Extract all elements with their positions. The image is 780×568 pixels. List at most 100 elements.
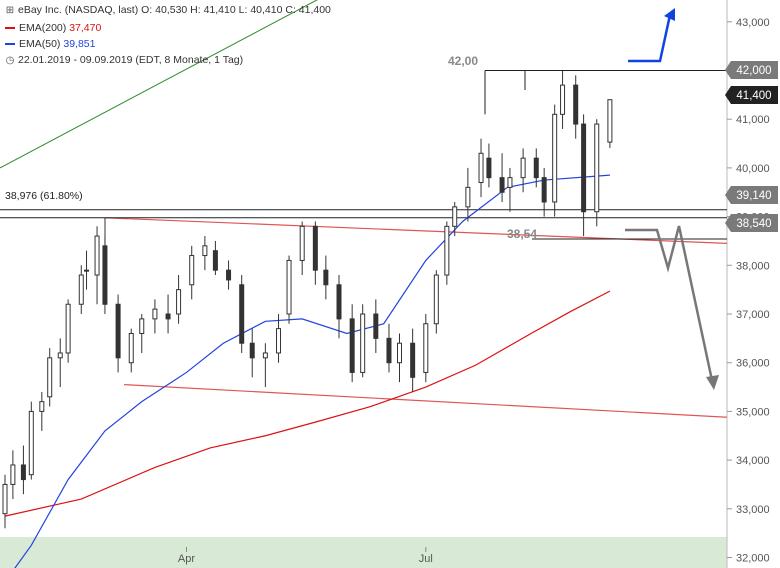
candle-body-up	[560, 84, 566, 115]
x-tick-label: Apr	[178, 553, 195, 565]
ema200-value: 37,470	[69, 22, 102, 34]
candle-body-down	[102, 245, 108, 305]
tag-42000-text: 42,000	[736, 65, 771, 77]
chart-header-line1: ⊞ eBay Inc. (NASDAQ, last) O: 40,530 H: 4…	[5, 4, 331, 16]
candle	[239, 275, 245, 353]
candle-body-up	[520, 157, 526, 179]
y-tick-label: 37,000	[736, 309, 770, 321]
tag-39140-text: 39,140	[736, 190, 771, 202]
candle-body-up	[39, 401, 45, 412]
legend-ema200: EMA(200) 37,470	[5, 22, 101, 34]
candle-body-down	[573, 84, 579, 125]
high-label: 42,00	[448, 54, 478, 68]
candle	[152, 299, 158, 334]
candle	[560, 70, 566, 129]
ema200-line	[4, 290, 611, 517]
candle-body-up	[84, 269, 90, 272]
ema50-label: EMA(50)	[19, 38, 61, 50]
candle-body-up	[286, 259, 292, 315]
fib-label: 38,976 (61.80%)	[5, 190, 83, 202]
legend-ema50: EMA(50) 39,851	[5, 38, 95, 50]
low-label: 38,54	[507, 227, 537, 241]
bearish-scenario-arrow	[625, 225, 715, 386]
y-tick-label: 41,000	[736, 114, 770, 126]
candle-body-down	[336, 284, 342, 320]
bullish-scenario-arrow	[628, 14, 672, 63]
candle-body-up	[78, 274, 84, 305]
candle-body-down	[541, 177, 547, 203]
candle-body-down	[499, 177, 505, 193]
candle-body-down	[165, 313, 171, 320]
candle-body-up	[433, 274, 439, 325]
candles	[2, 70, 613, 529]
candle	[102, 236, 108, 314]
uptrend-line	[0, 0, 318, 169]
candle-body-down	[249, 342, 255, 359]
candle-body-up	[176, 289, 182, 315]
candle	[94, 226, 100, 305]
ema50-value: 39,851	[63, 38, 96, 50]
ema50-swatch	[5, 43, 15, 46]
candle	[478, 138, 484, 198]
candle-body-up	[10, 464, 16, 485]
y-tick-label: 38,000	[736, 260, 770, 272]
candle	[433, 270, 439, 334]
candle-body-down	[533, 157, 539, 179]
ema200-swatch	[5, 27, 15, 30]
ema50-path	[14, 174, 610, 568]
candle	[573, 75, 579, 139]
bullish-arrowhead	[664, 8, 675, 21]
y-tick-label: 36,000	[736, 358, 770, 370]
candle	[581, 114, 587, 237]
candle	[507, 167, 513, 212]
open-value: O: 40,530	[141, 4, 188, 16]
candle	[312, 221, 318, 285]
period-range: 22.01.2019 - 09.09.2019	[18, 54, 133, 66]
bearish-arrowhead	[706, 375, 719, 390]
candle	[452, 201, 458, 237]
period-note: (EDT, 8 Monate, 1 Tag)	[135, 54, 244, 66]
candle	[552, 104, 558, 217]
candle	[78, 265, 84, 314]
tag-38540-text: 38,540	[736, 218, 771, 230]
bottom-band	[0, 537, 727, 568]
candle	[360, 304, 366, 378]
candle-body-up	[202, 245, 208, 257]
clock-icon: ◷	[5, 55, 15, 66]
candle	[533, 148, 539, 188]
instrument-title: eBay Inc. (NASDAQ, last)	[18, 4, 139, 16]
candle-body-up	[2, 483, 8, 515]
candle-body-up	[552, 113, 558, 203]
x-tick-label: Jul	[419, 553, 433, 565]
candle	[607, 99, 613, 148]
candle	[520, 148, 526, 193]
candle	[323, 255, 329, 300]
candle-body-up	[452, 206, 458, 227]
high-value: H: 41,410	[190, 4, 236, 16]
candle-body-down	[349, 318, 355, 373]
candle-body-up	[28, 410, 34, 476]
candle-body-down	[239, 284, 245, 344]
candle	[486, 143, 492, 188]
candle	[176, 275, 182, 324]
candle-body-up	[47, 357, 53, 398]
y-tick-label: 43,000	[736, 17, 770, 29]
tag-38540: 38,540	[725, 214, 778, 232]
annotations: 42,00 38,54 38,976 (61.80%)	[5, 8, 719, 390]
candle	[349, 304, 355, 383]
candle	[373, 299, 379, 353]
candle-body-down	[20, 464, 26, 481]
candle	[65, 299, 71, 363]
candle-body-down	[581, 123, 587, 213]
candle-body-up	[465, 186, 471, 208]
y-tick-label: 40,000	[736, 163, 770, 175]
candle	[299, 221, 305, 276]
candle-body-down	[312, 225, 318, 271]
candle	[202, 236, 208, 271]
candle	[189, 245, 195, 300]
lower-channel-line	[123, 384, 728, 418]
candle-body-up	[444, 225, 450, 276]
trend-lines	[0, 0, 728, 418]
